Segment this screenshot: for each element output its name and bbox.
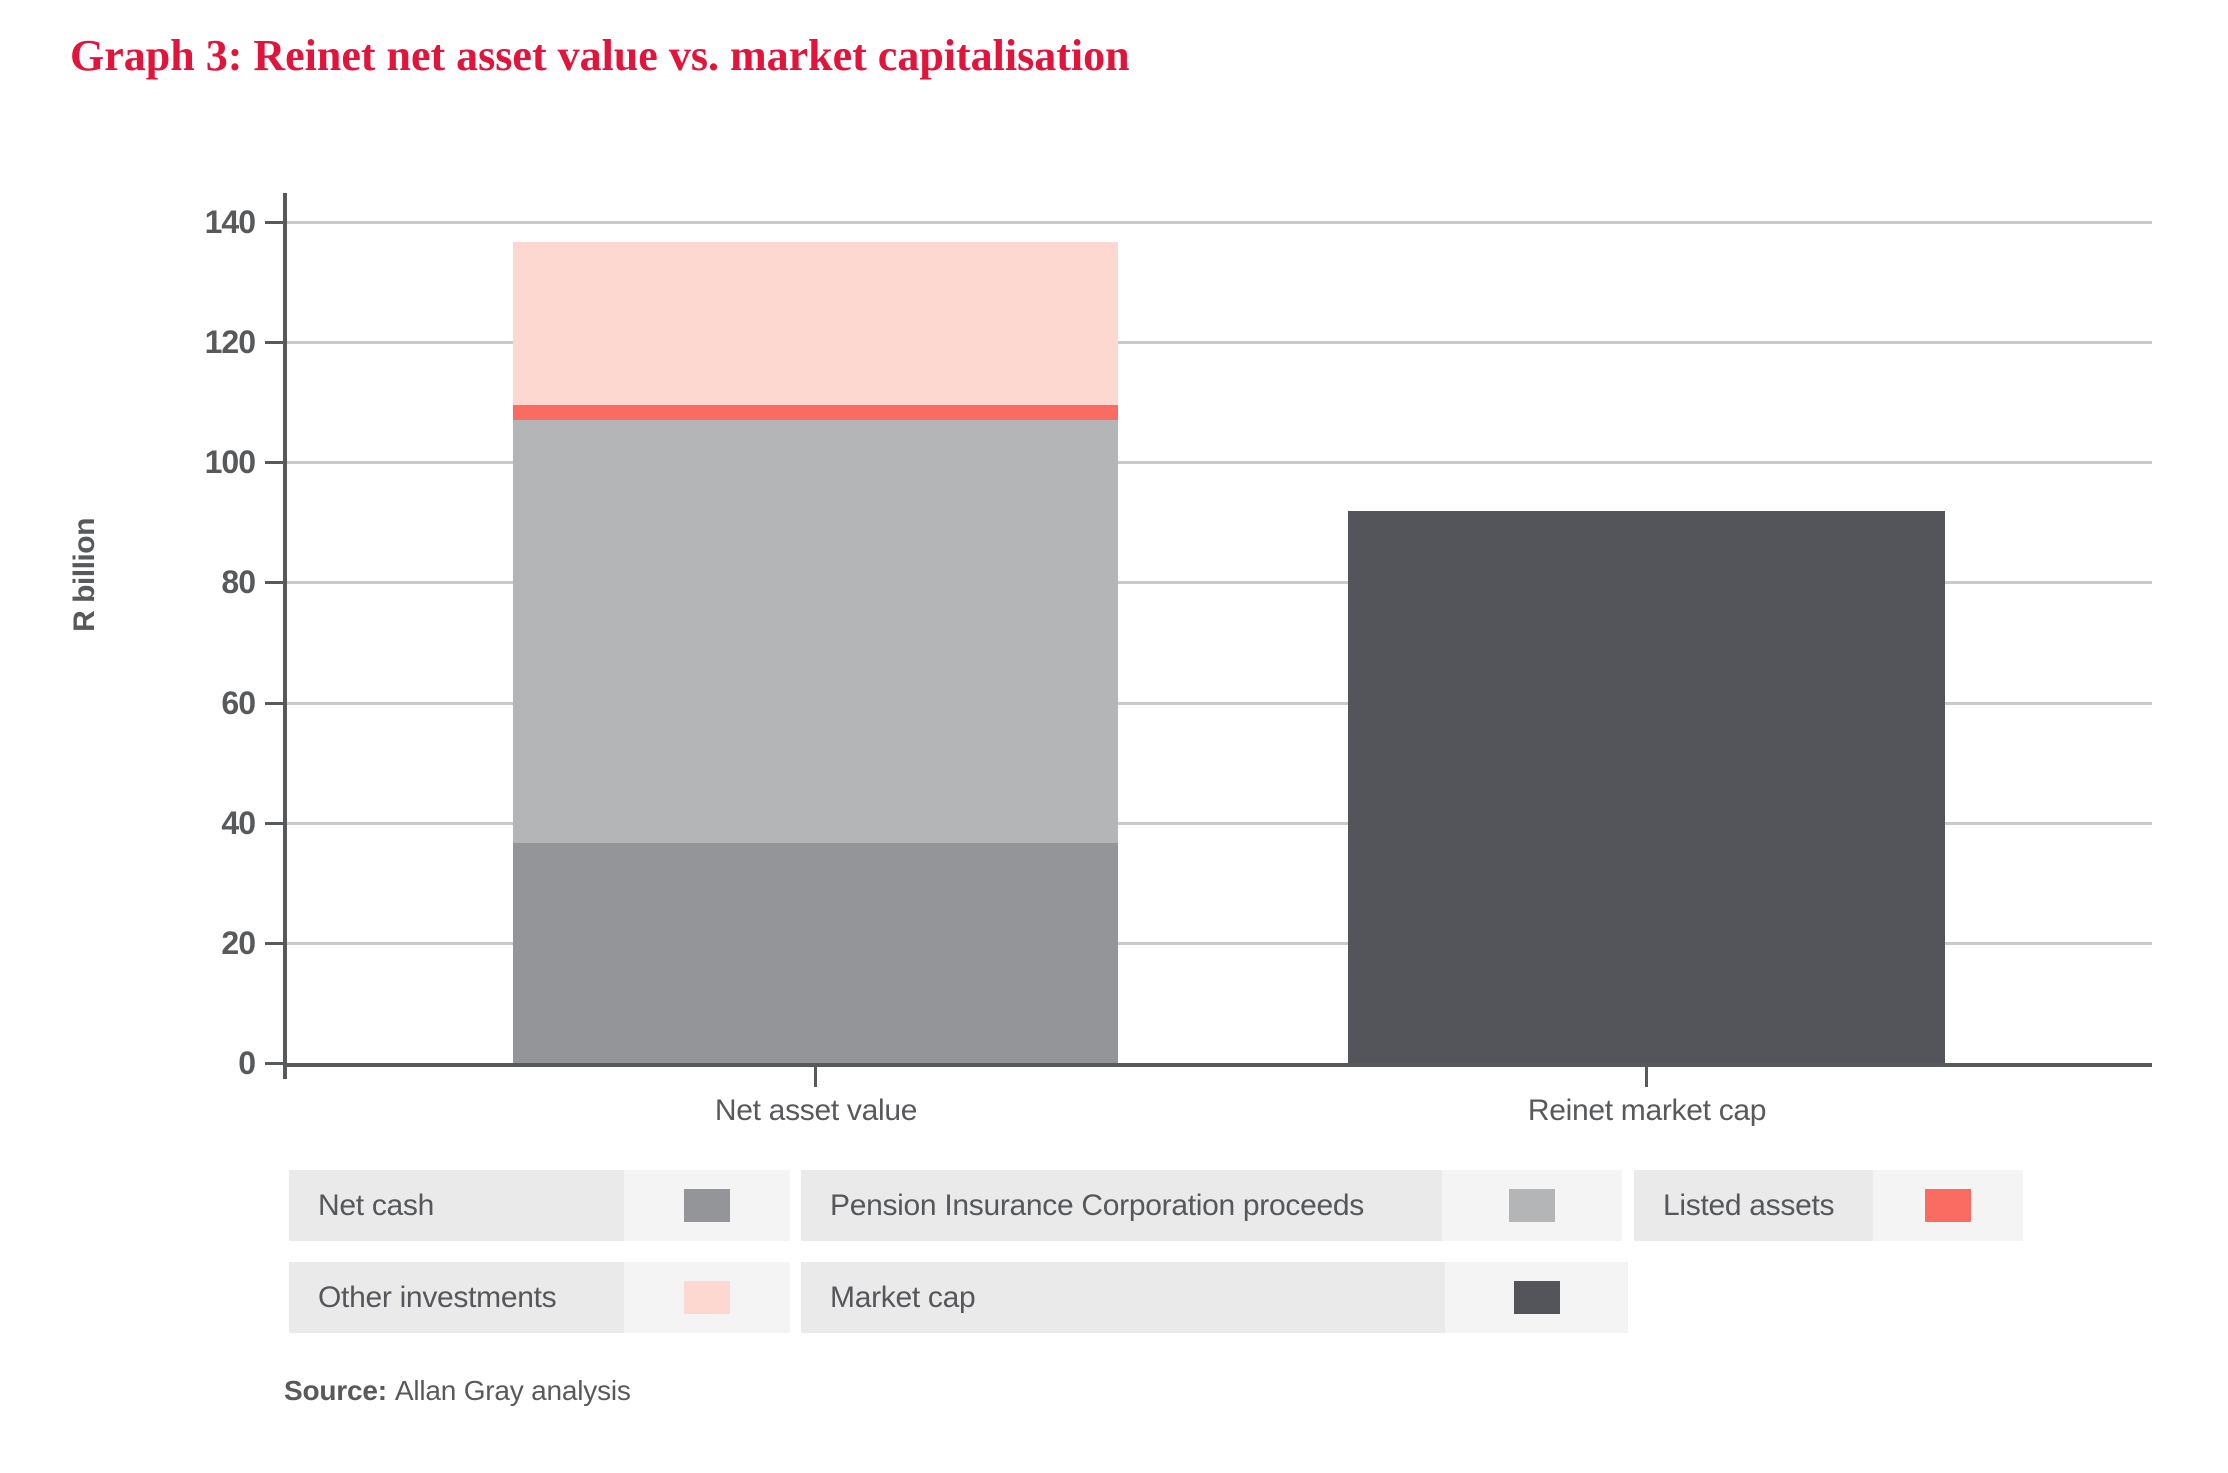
- y-tick-100: [265, 461, 283, 464]
- y-tick-label-140: 140: [204, 204, 256, 240]
- page-title: Graph 3: Reinet net asset value vs. mark…: [70, 31, 1130, 80]
- legend-swatch-cell-net-cash: [624, 1170, 790, 1241]
- gridline-60: [287, 702, 2152, 705]
- legend-label-text: Other investments: [318, 1281, 557, 1314]
- y-tick-0: [265, 1062, 283, 1065]
- y-tick-80: [265, 581, 283, 584]
- gridline-120: [287, 341, 2152, 344]
- bar-segment-listed-assets: [513, 405, 1118, 420]
- y-tick-label-60: 60: [221, 685, 256, 721]
- legend-swatch-net-cash: [684, 1189, 730, 1222]
- gridline-100: [287, 461, 2152, 464]
- bar-segment-market-cap: [1348, 511, 1945, 1063]
- y-tick-label-20: 20: [221, 925, 256, 961]
- y-tick-120: [265, 341, 283, 344]
- gridline-40: [287, 822, 2152, 825]
- source-note: Source: Allan Gray analysis: [284, 1375, 631, 1407]
- gridline-80: [287, 581, 2152, 584]
- legend-swatch-cell-pension-insurance-corporation-proceeds: [1442, 1170, 1622, 1241]
- legend-label-text: Pension Insurance Corporation proceeds: [830, 1189, 1364, 1222]
- source-label: Source:: [284, 1375, 387, 1406]
- legend-label-net-cash: Net cash: [289, 1170, 624, 1241]
- legend-label-other-investments: Other investments: [289, 1262, 624, 1333]
- y-tick-140: [265, 221, 283, 224]
- y-tick-label-100: 100: [204, 444, 256, 480]
- legend-swatch-cell-market-cap: [1445, 1262, 1628, 1333]
- legend-label-text: Market cap: [830, 1281, 976, 1314]
- x-tick-net-asset-value: [814, 1067, 817, 1087]
- legend-swatch-cell-listed-assets: [1873, 1170, 2023, 1241]
- y-tick-40: [265, 822, 283, 825]
- legend-swatch-pension-insurance-corporation-proceeds: [1509, 1189, 1555, 1222]
- legend-swatch-other-investments: [684, 1281, 730, 1314]
- legend-label-pension-insurance-corporation-proceeds: Pension Insurance Corporation proceeds: [801, 1170, 1442, 1241]
- x-tick-reinet-market-cap: [1645, 1067, 1648, 1087]
- legend-label-text: Net cash: [318, 1189, 434, 1222]
- gridline-20: [287, 942, 2152, 945]
- legend-label-text: Listed assets: [1663, 1189, 1835, 1222]
- y-tick-label-40: 40: [221, 805, 256, 841]
- x-axis-line: [283, 1063, 2152, 1067]
- legend-swatch-cell-other-investments: [624, 1262, 790, 1333]
- y-tick-60: [265, 702, 283, 705]
- legend-label-market-cap: Market cap: [801, 1262, 1445, 1333]
- legend-swatch-listed-assets: [1925, 1189, 1971, 1222]
- x-axis-label-reinet-market-cap: Reinet market cap: [1527, 1094, 1767, 1127]
- y-tick-20: [265, 942, 283, 945]
- bar-segment-other-investments: [513, 242, 1118, 405]
- bar-segment-net-cash: [513, 843, 1118, 1063]
- gridline-140: [287, 221, 2152, 224]
- source-text: Allan Gray analysis: [394, 1375, 631, 1406]
- bar-segment-pension-insurance-corporation-proceeds: [513, 420, 1118, 843]
- x-axis-label-net-asset-value: Net asset value: [714, 1094, 918, 1127]
- y-axis-line: [283, 193, 287, 1079]
- y-tick-label-0: 0: [238, 1045, 256, 1081]
- legend-swatch-market-cap: [1514, 1281, 1560, 1314]
- y-tick-label-80: 80: [221, 564, 256, 600]
- y-axis-title: R billion: [68, 518, 101, 632]
- legend-label-listed-assets: Listed assets: [1634, 1170, 1873, 1241]
- y-tick-label-120: 120: [204, 324, 256, 360]
